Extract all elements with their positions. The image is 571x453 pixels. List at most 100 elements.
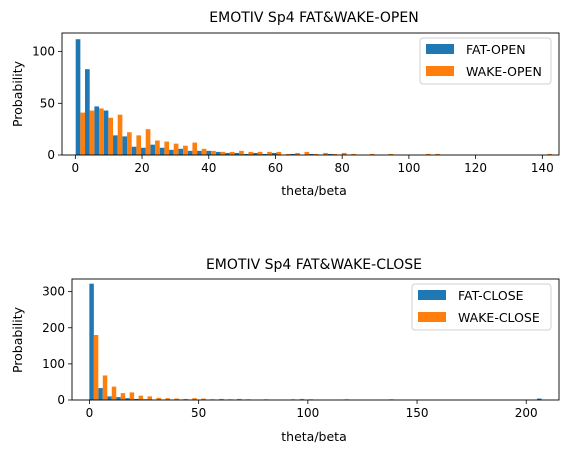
bar-open-s1-b14 xyxy=(211,150,216,155)
legend-label-fat-close: FAT-CLOSE xyxy=(458,288,524,303)
legend-open: FAT-OPEN WAKE-OPEN xyxy=(419,37,552,85)
bar-open-s1-b18 xyxy=(248,151,254,155)
bar-close-s1-b7 xyxy=(156,397,161,400)
bar-open-s1-b5 xyxy=(127,132,132,155)
bar-open-s0-b20 xyxy=(262,153,268,155)
x-tick-label-open: 100 xyxy=(397,161,420,175)
bar-open-s1-b8 xyxy=(155,140,160,155)
chart-title-open: EMOTIV Sp4 FAT&WAKE-OPEN xyxy=(209,10,418,26)
bar-open-s0-b10 xyxy=(169,149,174,155)
bar-close-s1-b4 xyxy=(129,392,135,400)
x-tick-label-open: 140 xyxy=(531,161,554,175)
bar-open-s1-b16 xyxy=(229,151,235,155)
x-tick-label-open: 0 xyxy=(72,161,80,175)
bar-open-s0-b0 xyxy=(75,39,81,156)
bar-close-s1-b9 xyxy=(174,398,179,400)
bar-open-s0-b9 xyxy=(159,147,165,155)
bar-open-s0-b1 xyxy=(85,69,90,155)
bar-open-s1-b0 xyxy=(80,112,86,155)
bar-open-s1-b20 xyxy=(267,151,272,155)
bar-open-s0-b21 xyxy=(271,152,277,155)
bar-open-s1-b21 xyxy=(276,151,282,155)
bar-open-s0-b15 xyxy=(215,151,221,155)
bar-open-s1-b19 xyxy=(257,151,263,155)
bar-open-s1-b29 xyxy=(351,153,356,155)
bar-open-s1-b50 xyxy=(547,153,552,155)
legend-swatch-fat-open xyxy=(426,44,454,54)
bar-open-s0-b23 xyxy=(290,153,296,155)
bar-open-s0-b7 xyxy=(141,147,146,155)
bar-open-s1-b26 xyxy=(323,152,328,155)
bar-open-s1-b24 xyxy=(304,151,310,155)
legend-label-wake-close: WAKE-CLOSE xyxy=(458,310,540,325)
bar-open-s0-b16 xyxy=(225,152,230,155)
bar-close-s1-b1 xyxy=(102,375,108,400)
legend-swatch-fat-close xyxy=(418,290,446,300)
bars-open xyxy=(75,39,552,156)
x-tick-label-open: 60 xyxy=(268,161,283,175)
bar-open-s1-b12 xyxy=(192,142,198,155)
bar-open-s1-b25 xyxy=(313,153,319,155)
y-tick-label-close: 200 xyxy=(42,321,65,335)
bar-close-s0-b5 xyxy=(134,398,139,400)
bar-open-s0-b18 xyxy=(243,153,249,155)
plot-frame-open xyxy=(61,32,560,156)
bar-close-s0-b0 xyxy=(89,283,94,400)
x-tick-label-close: 100 xyxy=(296,406,319,420)
bar-open-s1-b4 xyxy=(117,114,123,155)
bar-open-s1-b28 xyxy=(341,152,347,155)
legend-box-close xyxy=(411,283,552,331)
bar-open-s0-b11 xyxy=(178,148,184,155)
bar-close-s1-b5 xyxy=(138,395,144,400)
y-tick-label-open: 50 xyxy=(40,96,55,110)
bar-open-s1-b17 xyxy=(239,150,244,155)
chart-panel-open: EMOTIV Sp4 FAT&WAKE-OPEN 0 20 40 60 80 100 120… xyxy=(10,10,560,198)
bar-close-s1-b10 xyxy=(183,398,188,400)
bar-open-s0-b8 xyxy=(150,144,156,155)
x-tick-label-close: 0 xyxy=(86,406,94,420)
bar-close-s1-b11 xyxy=(192,398,197,400)
bar-open-s1-b10 xyxy=(173,143,179,155)
bar-close-s1-b8 xyxy=(165,398,170,400)
legend-swatch-wake-close xyxy=(418,312,446,322)
bar-close-s0-b1 xyxy=(98,388,103,400)
bar-close-s1-b23 xyxy=(299,398,305,400)
bar-open-s1-b33 xyxy=(388,153,394,155)
bar-open-s0-b4 xyxy=(113,135,118,155)
x-tick-label-close: 50 xyxy=(191,406,206,420)
y-axis-label-open: Probability xyxy=(10,60,25,127)
bar-open-s0-b6 xyxy=(131,146,137,155)
bar-open-s0-b25 xyxy=(309,153,314,155)
bar-close-s1-b14 xyxy=(219,398,224,400)
x-tick-label-open: 120 xyxy=(464,161,487,175)
bar-open-s1-b2 xyxy=(99,108,104,155)
bar-open-s1-b9 xyxy=(164,141,170,155)
bar-open-s1-b22 xyxy=(285,153,291,155)
bar-open-s1-b15 xyxy=(220,151,226,155)
legend-label-fat-open: FAT-OPEN xyxy=(466,42,526,57)
bar-close-s0-b4 xyxy=(125,398,130,400)
chart-title-close: EMOTIV Sp4 FAT&WAKE-CLOSE xyxy=(206,257,422,273)
bar-open-s0-b17 xyxy=(234,152,240,155)
bar-close-s0-b2 xyxy=(107,396,112,400)
bar-close-s0-b50 xyxy=(537,398,542,400)
bar-open-s0-b19 xyxy=(253,152,258,155)
x-tick-label-open: 80 xyxy=(335,161,350,175)
bar-open-s1-b23 xyxy=(295,152,300,155)
bar-open-s0-b2 xyxy=(94,106,100,155)
y-tick-label-close: 100 xyxy=(42,357,65,371)
x-tick-label-open: 20 xyxy=(134,161,149,175)
bar-open-s0-b5 xyxy=(122,136,128,155)
bar-close-s1-b2 xyxy=(111,386,117,400)
y-tick-label-close: 0 xyxy=(57,393,65,407)
x-axis-label-close: theta/beta xyxy=(281,429,346,444)
bar-open-s0-b13 xyxy=(197,150,202,155)
y-tick-label-open: 100 xyxy=(32,45,55,59)
x-ticks-close: 0 50 100 150 200 xyxy=(86,400,538,420)
y-axis-label-close: Probability xyxy=(10,306,25,373)
bar-open-s1-b7 xyxy=(145,129,151,155)
bar-close-s1-b6 xyxy=(147,396,153,400)
y-ticks-open: 0 50 100 xyxy=(32,45,62,162)
y-ticks-close: 0 100 200 300 xyxy=(42,285,72,407)
